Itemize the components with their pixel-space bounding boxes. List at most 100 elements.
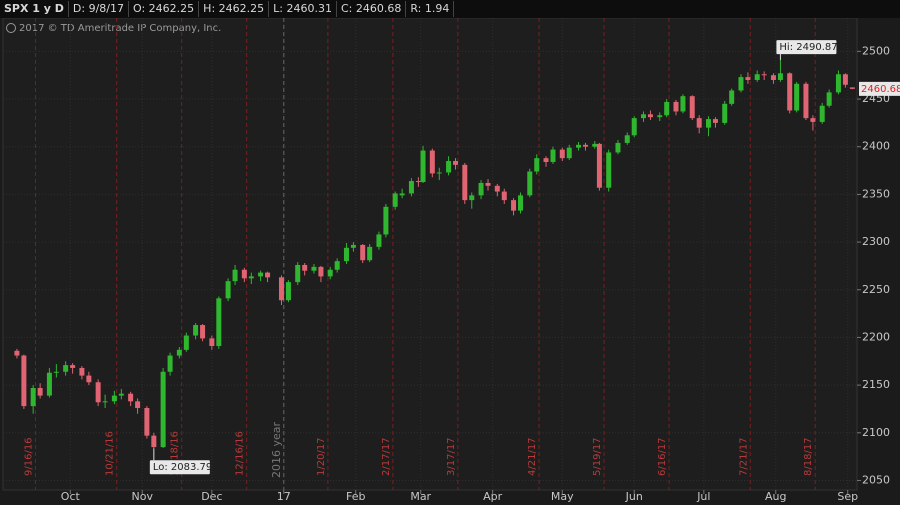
- candle: [576, 141, 582, 151]
- candle-body: [462, 164, 468, 201]
- candle: [102, 394, 108, 408]
- candle-body: [79, 367, 85, 376]
- candle-body: [151, 435, 157, 448]
- candle: [446, 156, 452, 176]
- y-tick-label: 2400: [862, 140, 890, 153]
- candle: [415, 177, 421, 187]
- high: H: 2462.25: [199, 1, 270, 17]
- candle-body: [241, 269, 247, 279]
- candle: [429, 148, 435, 178]
- candle-body: [794, 83, 800, 111]
- candle: [657, 112, 663, 121]
- y-tick-label: 2300: [862, 235, 890, 248]
- candle: [518, 192, 524, 214]
- candle-body: [615, 142, 621, 153]
- candle-body: [376, 234, 382, 247]
- copyright: 2017 © TD Ameritrade IP Company, Inc.: [19, 23, 221, 34]
- x-tick-label: Feb: [346, 490, 365, 503]
- candle-body: [248, 276, 254, 279]
- last-price-label: 2460.68: [861, 84, 900, 95]
- candle-body: [265, 272, 271, 278]
- x-tick-label: May: [551, 490, 574, 503]
- candle: [787, 72, 793, 114]
- expiration-label: 12/16/16: [235, 431, 246, 476]
- candle: [167, 352, 173, 376]
- candle-body: [144, 407, 150, 436]
- candle: [826, 89, 832, 108]
- candle: [819, 102, 825, 124]
- header-bar: SPX 1 y D D: 9/8/17 O: 2462.25 H: 2462.2…: [0, 0, 900, 18]
- symbol[interactable]: SPX 1 y D: [0, 1, 69, 17]
- candle-body: [350, 244, 356, 248]
- candle: [30, 385, 36, 414]
- candle: [193, 323, 199, 340]
- candle-body: [705, 119, 711, 128]
- candle: [302, 263, 308, 276]
- candle-body: [501, 191, 507, 201]
- candle-body: [803, 83, 809, 119]
- candle-body: [200, 325, 206, 339]
- candle: [511, 198, 517, 216]
- x-tick-label: Nov: [132, 490, 154, 503]
- y-tick-label: 2350: [862, 187, 890, 200]
- candle: [794, 81, 800, 113]
- candle: [501, 188, 507, 204]
- candle-body: [334, 261, 340, 270]
- candle-body: [95, 382, 101, 403]
- candle-body: [469, 195, 475, 201]
- candle: [478, 180, 484, 200]
- candle: [566, 144, 572, 161]
- candle-body: [295, 264, 301, 283]
- expiration-label: 4/21/17: [527, 437, 538, 476]
- x-tick-label: Aug: [765, 490, 786, 503]
- low: L: 2460.31: [269, 1, 337, 17]
- y-tick-label: 2050: [862, 473, 890, 486]
- y-tick-label: 2250: [862, 283, 890, 296]
- y-tick-label: 2200: [862, 330, 890, 343]
- expiration-label: 5/19/17: [592, 437, 603, 476]
- close: C: 2460.68: [337, 1, 407, 17]
- candle: [225, 278, 231, 302]
- candle: [680, 94, 686, 114]
- candle-body: [446, 161, 452, 173]
- expiration-label: 11/18/16: [170, 431, 181, 476]
- candle-body: [392, 193, 398, 207]
- candle: [615, 140, 621, 155]
- last-price-box: [859, 81, 900, 96]
- candle: [118, 388, 124, 400]
- candle: [144, 406, 150, 439]
- candle-body: [176, 349, 182, 356]
- candle-body: [596, 143, 602, 188]
- hi-label: Hi: 2490.87: [779, 42, 837, 53]
- candle: [86, 371, 92, 386]
- candle-body: [761, 74, 767, 76]
- candle: [777, 60, 783, 82]
- candle: [37, 383, 43, 399]
- expiration-label: 3/17/17: [446, 437, 457, 476]
- candle-body: [46, 372, 52, 396]
- candle: [453, 158, 459, 170]
- candle: [95, 379, 101, 407]
- candle: [258, 270, 264, 282]
- candle-body: [63, 365, 69, 372]
- candle: [128, 391, 134, 407]
- candle: [534, 154, 540, 175]
- candle: [295, 262, 301, 285]
- x-tick-label: Mar: [410, 490, 431, 503]
- y-tick-label: 2500: [862, 44, 890, 57]
- candle: [311, 264, 317, 274]
- candle: [360, 243, 366, 264]
- expiration-label: 10/21/16: [105, 431, 116, 476]
- candle-body: [478, 182, 484, 196]
- candle: [559, 147, 565, 162]
- candle-body: [429, 150, 435, 174]
- candle: [705, 116, 711, 137]
- candle-body: [810, 118, 816, 122]
- candle: [462, 162, 468, 204]
- candle: [200, 324, 206, 342]
- candle: [803, 81, 809, 121]
- candle-body: [518, 195, 524, 211]
- candle-body: [550, 149, 556, 162]
